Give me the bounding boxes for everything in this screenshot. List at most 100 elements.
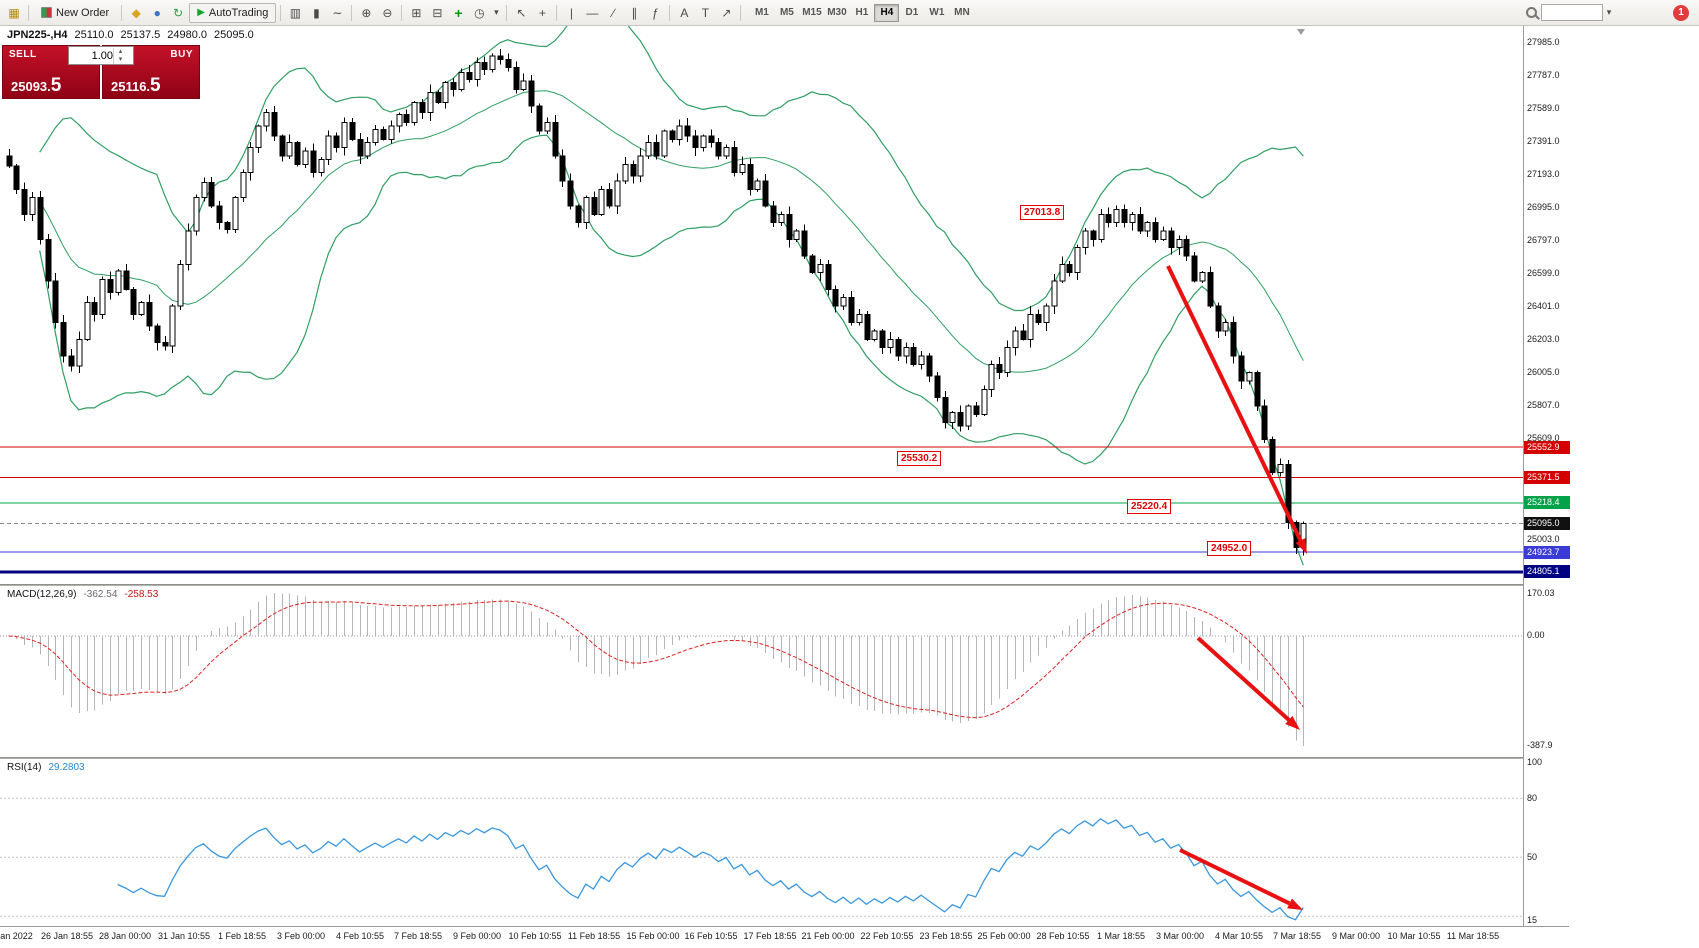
search-icon bbox=[1526, 7, 1537, 18]
price-chart-canvas[interactable] bbox=[0, 26, 1523, 584]
bar-chart-icon[interactable]: ▥ bbox=[289, 5, 302, 20]
time-label: 10 Feb 10:55 bbox=[508, 931, 562, 941]
zoom-out-icon[interactable]: ⊖ bbox=[382, 5, 393, 20]
search-input[interactable] bbox=[1541, 4, 1603, 21]
time-label: 4 Mar 10:55 bbox=[1214, 931, 1264, 941]
price-tick: 25003.0 bbox=[1527, 534, 1560, 544]
pane-splitter[interactable] bbox=[0, 757, 1569, 759]
time-label: 23 Feb 18:55 bbox=[919, 931, 973, 941]
candlesticks bbox=[6, 48, 1307, 556]
time-label: 26 Jan 18:55 bbox=[40, 931, 94, 941]
timeframe-button-m5[interactable]: M5 bbox=[779, 7, 794, 18]
price-axis[interactable]: 27985.0 27787.0 27589.0 27391.0 27193.0 26995… bbox=[1523, 26, 1570, 926]
timeframe-button-mn[interactable]: MN bbox=[954, 7, 970, 18]
price-annotation-label[interactable]: 25530.2 bbox=[897, 451, 942, 466]
toolbar-separator bbox=[506, 4, 508, 21]
vertical-line-icon[interactable]: | bbox=[569, 5, 573, 20]
macd-panel-canvas[interactable] bbox=[0, 586, 1523, 757]
candlestick-chart-icon[interactable]: ▮ bbox=[313, 5, 320, 20]
volume-up-icon[interactable]: ▴ bbox=[118, 47, 123, 55]
low-value: 24980.0 bbox=[167, 29, 208, 41]
trendline-icon[interactable]: ∕ bbox=[612, 5, 615, 20]
volume-down-icon[interactable]: ▾ bbox=[118, 55, 123, 63]
shift-marker-icon bbox=[1297, 29, 1305, 35]
time-label: 26 Jan 2022 bbox=[0, 931, 33, 941]
rsi-axis-label: 100 bbox=[1527, 757, 1543, 767]
time-label: 25 Feb 00:00 bbox=[977, 931, 1031, 941]
time-label: 11 Feb 18:55 bbox=[567, 931, 621, 941]
add-indicator-icon[interactable]: + bbox=[454, 4, 463, 21]
new-order-icon bbox=[41, 7, 52, 18]
time-label: 28 Jan 00:00 bbox=[98, 931, 152, 941]
time-label: 22 Feb 10:55 bbox=[860, 931, 914, 941]
time-label: 3 Feb 00:00 bbox=[276, 931, 326, 941]
timeframe-button-m1[interactable]: M1 bbox=[754, 7, 769, 18]
time-label: 7 Mar 18:55 bbox=[1272, 931, 1322, 941]
rsi-label: RSI(14) bbox=[7, 762, 42, 773]
new-order-button[interactable]: New Order bbox=[33, 3, 117, 23]
symbol-period-label: JPN225-,H4 bbox=[7, 29, 68, 41]
app-icon: ▦ bbox=[8, 5, 20, 20]
time-label: 9 Feb 00:00 bbox=[452, 931, 502, 941]
toolbar-separator bbox=[280, 4, 282, 21]
price-axis-box: 25218.4 bbox=[1524, 496, 1570, 509]
autotrading-button[interactable]: ▶ AutoTrading bbox=[189, 2, 277, 23]
timeframe-button-w1[interactable]: W1 bbox=[929, 7, 945, 18]
zoom-in-icon[interactable]: ⊕ bbox=[361, 5, 372, 20]
price-tick: 27391.0 bbox=[1527, 136, 1560, 146]
autotrading-label: AutoTrading bbox=[208, 6, 269, 19]
time-label: 28 Feb 10:55 bbox=[1036, 931, 1090, 941]
volume-box: ▴ ▾ bbox=[68, 46, 134, 65]
timeframe-button-m15[interactable]: M15 bbox=[802, 7, 822, 18]
volume-input[interactable] bbox=[69, 49, 113, 62]
timeframe-button-h4[interactable]: H4 bbox=[874, 3, 900, 22]
tile-windows-icon[interactable]: ⊞ bbox=[411, 5, 422, 20]
price-tick: 25807.0 bbox=[1527, 400, 1560, 410]
toolbar-separator bbox=[28, 4, 29, 21]
periods-clock-icon[interactable]: ◷ bbox=[474, 5, 485, 20]
cursor-icon[interactable]: ↖ bbox=[516, 5, 527, 20]
time-axis[interactable]: 26 Jan 2022 26 Jan 18:55 28 Jan 00:00 31 Ja… bbox=[0, 926, 1569, 948]
refresh-icon[interactable]: ↻ bbox=[173, 5, 184, 20]
price-annotation-label[interactable]: 25220.4 bbox=[1127, 499, 1172, 514]
price-axis-box: 24805.1 bbox=[1524, 565, 1570, 578]
macd-signal-line bbox=[8, 600, 1304, 719]
price-axis-box: 25371.5 bbox=[1524, 471, 1570, 484]
macd-header: MACD(12,26,9) -362.54 -258.53 bbox=[7, 589, 158, 600]
buy-price: 25116. 5 bbox=[111, 75, 161, 96]
time-label: 4 Feb 10:55 bbox=[335, 931, 385, 941]
pane-splitter[interactable] bbox=[0, 584, 1569, 586]
timeframe-button-h1[interactable]: H1 bbox=[855, 7, 869, 18]
timeframe-button-d1[interactable]: D1 bbox=[905, 7, 919, 18]
crosshair-icon[interactable]: + bbox=[538, 5, 546, 20]
text-label-icon[interactable]: T bbox=[701, 5, 710, 20]
line-chart-icon[interactable]: ∼ bbox=[332, 5, 343, 20]
price-tick: 27589.0 bbox=[1527, 103, 1560, 113]
search-dropdown-icon[interactable]: ▾ bbox=[1606, 7, 1612, 17]
text-icon[interactable]: A bbox=[680, 5, 689, 20]
timeframe-button-m30[interactable]: M30 bbox=[827, 7, 847, 18]
trend-arrow[interactable] bbox=[1196, 636, 1300, 730]
price-annotation-label[interactable]: 24952.0 bbox=[1207, 541, 1252, 556]
trend-arrow[interactable] bbox=[1166, 265, 1307, 554]
metaeditor-icon[interactable]: ◆ bbox=[131, 5, 141, 20]
community-icon[interactable]: ● bbox=[153, 5, 161, 20]
time-label: 1 Mar 18:55 bbox=[1096, 931, 1146, 941]
cascade-windows-icon[interactable]: ⊟ bbox=[432, 5, 443, 20]
macd-main-value: -362.54 bbox=[83, 589, 118, 600]
rsi-panel-canvas[interactable] bbox=[0, 759, 1523, 926]
arrows-object-icon[interactable]: ↗ bbox=[721, 5, 732, 20]
horizontal-line-icon[interactable]: — bbox=[586, 5, 599, 20]
channel-icon[interactable]: ∥ bbox=[631, 5, 638, 20]
rsi-axis-label: 15 bbox=[1527, 915, 1538, 925]
templates-dropdown-icon[interactable]: ▾ bbox=[494, 7, 499, 17]
fibonacci-icon[interactable]: ƒ bbox=[652, 5, 659, 20]
notification-badge[interactable]: 1 bbox=[1673, 4, 1689, 21]
chart-ohlc-header: JPN225-,H4 25110.0 25137.5 24980.0 25095… bbox=[7, 29, 254, 41]
price-tick: 26401.0 bbox=[1527, 301, 1560, 311]
macd-axis-label: 0.00 bbox=[1527, 630, 1545, 640]
trend-arrow[interactable] bbox=[1179, 848, 1303, 910]
toolbar-separator bbox=[121, 4, 123, 21]
price-annotation-label[interactable]: 27013.8 bbox=[1020, 205, 1065, 220]
